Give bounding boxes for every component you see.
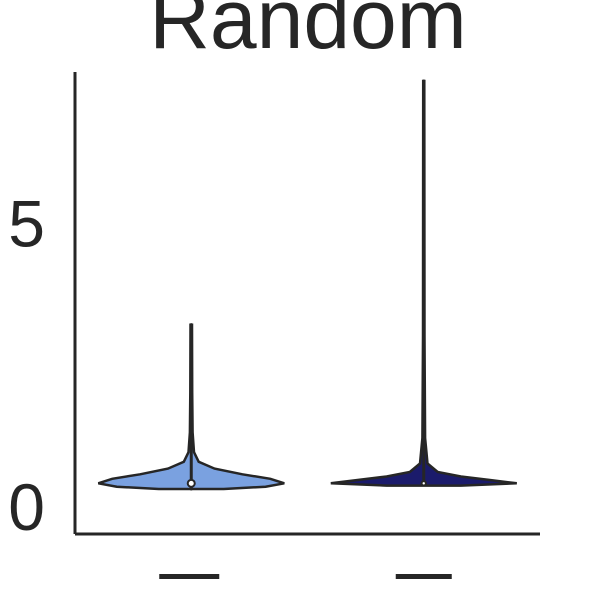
y-axis-ticks: 05 xyxy=(8,187,45,544)
violin-median-2 xyxy=(420,480,427,487)
x-tick-label-fragment-2 xyxy=(395,574,452,579)
x-tick-label-fragment-1 xyxy=(159,574,220,579)
violin-median-1 xyxy=(186,478,196,488)
chart-title: Random xyxy=(149,0,467,66)
x-axis-ticks xyxy=(159,574,452,579)
y-tick-label: 0 xyxy=(8,470,45,544)
y-tick-label: 5 xyxy=(8,187,45,261)
violins-group xyxy=(97,79,517,491)
